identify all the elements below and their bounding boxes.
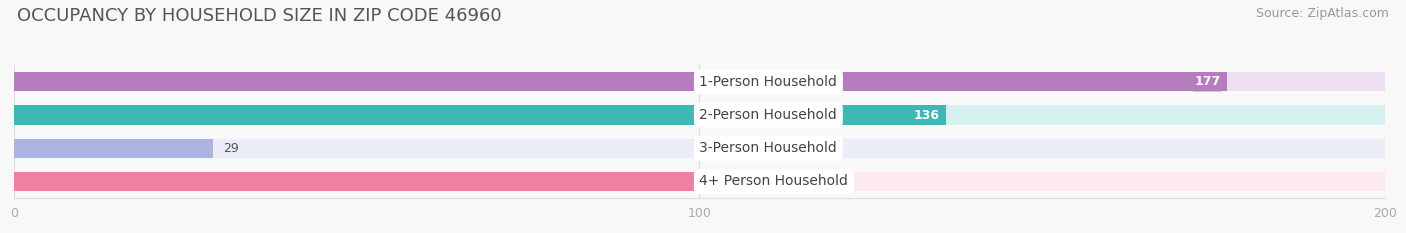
Text: 4+ Person Household: 4+ Person Household — [700, 175, 848, 188]
Bar — [14, 105, 946, 125]
Text: Source: ZipAtlas.com: Source: ZipAtlas.com — [1256, 7, 1389, 20]
Bar — [14, 172, 851, 191]
Text: 2-Person Household: 2-Person Household — [700, 108, 837, 122]
Bar — [14, 105, 1385, 125]
Bar — [14, 72, 1385, 92]
Text: 29: 29 — [224, 142, 239, 155]
Text: 3-Person Household: 3-Person Household — [700, 141, 837, 155]
Bar — [14, 172, 1385, 191]
Bar — [14, 139, 212, 158]
Text: 177: 177 — [1194, 75, 1220, 88]
Text: 1-Person Household: 1-Person Household — [700, 75, 838, 89]
Bar — [14, 72, 1227, 92]
Bar — [14, 139, 1385, 158]
Text: 122: 122 — [817, 175, 844, 188]
Text: 136: 136 — [914, 109, 939, 122]
Text: OCCUPANCY BY HOUSEHOLD SIZE IN ZIP CODE 46960: OCCUPANCY BY HOUSEHOLD SIZE IN ZIP CODE … — [17, 7, 502, 25]
